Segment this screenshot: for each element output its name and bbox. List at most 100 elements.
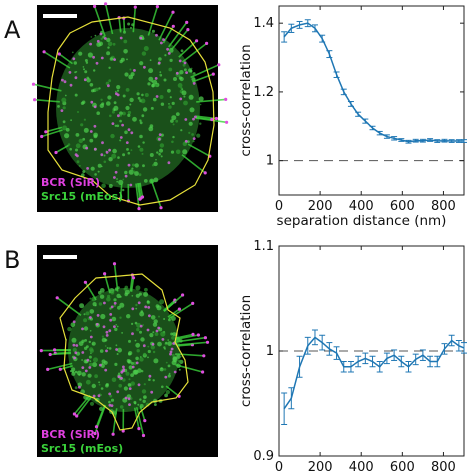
magenta-spot [122,368,126,371]
fluorescence-dot [183,100,188,106]
magenta-spot [74,351,78,355]
magenta-spot [178,59,182,63]
magenta-spot [61,78,64,82]
magenta-tip [58,367,62,371]
magenta-spot [105,349,108,353]
fluorescence-dot [71,337,77,343]
magenta-tip [137,207,141,211]
cell-outline-a [47,16,215,206]
fluorescence-dot [126,314,131,319]
fluorescence-dot [109,394,113,398]
magenta-spot [108,148,111,152]
magenta-spot [148,374,152,378]
protrusion [135,407,145,436]
magenta-spot [113,301,117,305]
fluorescence-dot [143,179,148,183]
fluorescence-dot [103,154,106,157]
x-tick-label: 400 [349,460,374,474]
series-line [283,22,464,143]
fluorescence-dot [148,76,154,82]
fluorescence-dot [149,333,154,338]
fluorescence-dot [89,309,95,314]
fluorescence-dot [153,161,158,167]
fluorescence-dot [116,353,119,355]
magenta-spot [72,343,76,347]
fluorescence-dot [101,363,104,365]
fluorescence-dot [141,114,145,118]
protrusion [150,179,162,208]
series-line [283,336,465,410]
fluorescence-dot [75,133,80,137]
fluorescence-dot [109,307,112,310]
fluorescence-dot [76,370,82,376]
fluorescence-dot [171,115,177,121]
fluorescence-dot [150,345,155,350]
fluorescence-dot [159,73,162,76]
fluorescence-dot [101,183,106,188]
magenta-spot [111,122,115,125]
magenta-spot [89,42,92,46]
protrusion [132,7,137,33]
fluorescence-dot [169,96,172,99]
magenta-spot [114,170,118,174]
magenta-tip [103,272,107,276]
magenta-tip [191,332,195,336]
magenta-tip [39,349,43,353]
fluorescence-dot [127,151,131,155]
fluorescence-dot [104,338,108,342]
fluorescence-dot [78,51,83,56]
magenta-spot [104,368,108,372]
fluorescence-dot [180,129,183,132]
fluorescence-dot [128,339,131,343]
magenta-spot [131,332,134,336]
magenta-spot [108,392,112,396]
fluorescence-dot [131,163,135,167]
magenta-tip [112,262,117,266]
protrusion [58,53,73,65]
fluorescence-dot [94,374,98,379]
magenta-tip [191,301,195,305]
fluorescence-dot [84,59,88,62]
fluorescence-dot [165,390,170,395]
fluorescence-dot [101,335,104,338]
fluorescence-dot [134,321,138,325]
fluorescence-dot [168,103,170,105]
fluorescence-dot [108,79,112,83]
fluorescence-dot [57,105,60,108]
fluorescence-dot [167,88,171,93]
fluorescence-dot [83,127,89,133]
fluorescence-dot [135,356,139,361]
magenta-spot [117,114,120,118]
fluorescence-dot [100,37,103,40]
magenta-spot [108,329,112,333]
fluorescence-dot [117,156,120,159]
x-tick-label: 600 [390,199,415,214]
y-tick-label: 1.2 [253,85,274,100]
fluorescence-dot [199,122,202,125]
fluorescence-dot [137,145,141,148]
magenta-tip [137,427,141,431]
fluorescence-dot [123,39,128,44]
fluorescence-dot [125,88,130,92]
fluorescence-dot [160,102,165,106]
fluorescence-dot [152,331,155,334]
fluorescence-dot [146,300,150,304]
fluorescence-dot [171,336,175,340]
magenta-tip [143,419,147,423]
fluorescence-dot [169,58,173,63]
fluorescence-dot [158,315,160,318]
fluorescence-dot [151,29,155,33]
fluorescence-dot [191,133,195,136]
fluorescence-dot [118,383,122,388]
protrusion [171,29,189,51]
fluorescence-dot [180,49,184,53]
magenta-tip [205,340,210,344]
magenta-spot [121,123,124,127]
fluorescence-dot [110,398,115,402]
magenta-tip [203,171,207,175]
fluorescence-dot [75,71,78,73]
fluorescence-dot [172,123,175,126]
fluorescence-dot [123,287,127,291]
fluorescence-dot [171,140,174,144]
magenta-spot [84,369,88,373]
